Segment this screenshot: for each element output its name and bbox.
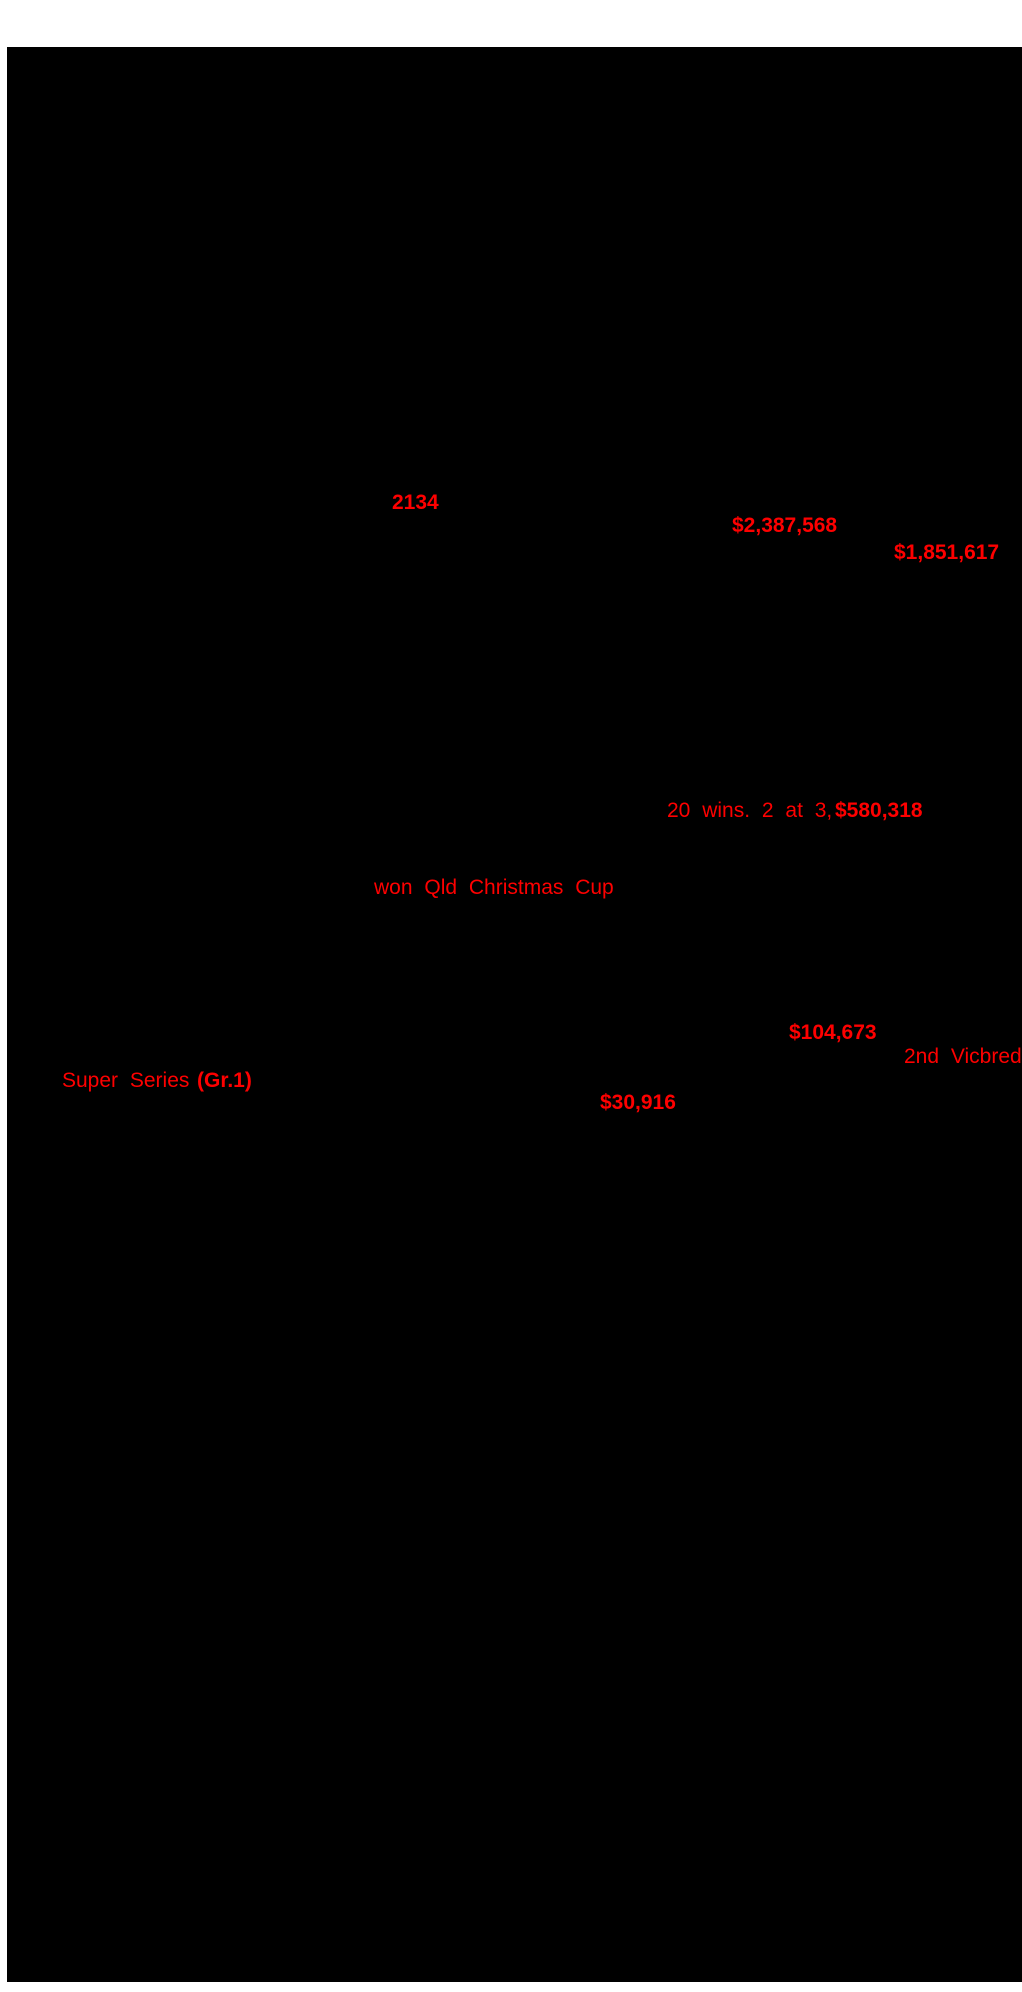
highlight-earnings-1: $2,387,568 [732,514,838,537]
highlight-earnings-2: $1,851,617 [894,541,1000,564]
highlight-placing: 2nd Vicbred [904,1045,1022,1068]
document-black-body: 2134 $2,387,568 $1,851,617 20 wins. 2 at… [7,47,1022,1982]
highlight-race-won: won Qld Christmas Cup [374,876,614,899]
highlight-earnings-4: $30,916 [600,1091,676,1114]
highlight-earnings-3: $104,673 [789,1021,877,1044]
highlight-series-grade: (Gr.1) [197,1069,252,1092]
highlight-wins-summary: 20 wins. 2 at 3, [667,799,833,822]
highlight-wins-earnings: $580,318 [835,799,923,822]
highlight-series-name: Super Series [62,1069,190,1092]
highlight-race-time: 2134 [392,491,439,514]
